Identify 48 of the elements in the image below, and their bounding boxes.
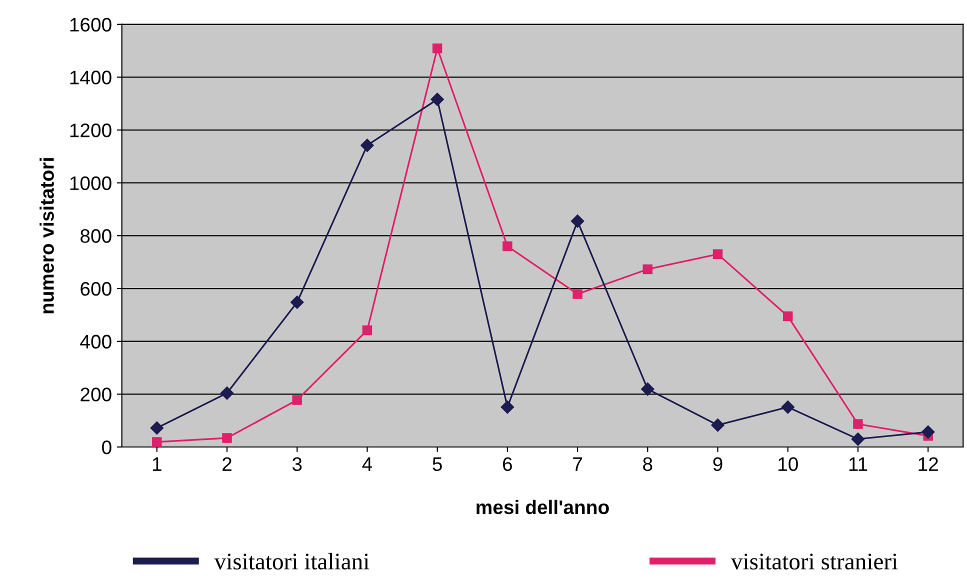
y-tick-label: 1200 <box>70 123 112 138</box>
point <box>500 400 514 414</box>
point <box>360 138 374 152</box>
point <box>570 214 584 228</box>
y-tick-label: 1000 <box>70 176 112 190</box>
point <box>641 382 654 396</box>
point <box>711 418 724 432</box>
x-tick-label: 2 <box>222 457 232 471</box>
point <box>222 433 232 443</box>
point <box>220 386 234 400</box>
point <box>290 296 304 309</box>
point <box>781 400 794 414</box>
point <box>432 44 442 54</box>
y-tick-label: 200 <box>80 388 112 402</box>
x-axis-title: mesi dell'anno <box>476 500 609 514</box>
x-tick-label: 12 <box>918 457 938 471</box>
y-tick-label: 800 <box>80 229 112 243</box>
x-tick-label: 8 <box>643 457 652 472</box>
point <box>851 432 865 446</box>
legend-label: visitatori italiani <box>214 552 370 570</box>
x-tick-label: 5 <box>432 457 442 472</box>
y-tick-label: 600 <box>80 282 112 296</box>
x-tick-label: 11 <box>849 457 868 471</box>
point <box>152 437 162 447</box>
point <box>853 419 863 429</box>
legend-label: visitatori stranieri <box>730 554 898 570</box>
point <box>430 92 444 106</box>
point <box>150 421 164 435</box>
point <box>292 395 302 405</box>
x-tick-label: 6 <box>503 457 512 472</box>
x-tick-label: 7 <box>573 457 582 471</box>
x-tick-label: 3 <box>292 457 302 472</box>
point <box>642 264 653 274</box>
point <box>712 249 723 260</box>
x-tick-label: 9 <box>713 457 722 472</box>
y-tick-label: 0 <box>102 440 112 454</box>
point <box>502 241 512 252</box>
point <box>572 289 582 299</box>
y-tick-label: 1600 <box>70 18 112 32</box>
x-tick-label: 1 <box>152 457 162 471</box>
x-tick-label: 4 <box>362 457 372 471</box>
y-axis-title: numero visitatori <box>40 158 54 314</box>
point <box>783 311 793 322</box>
x-tick-label: 10 <box>778 457 798 472</box>
point <box>362 325 372 336</box>
y-tick-label: 400 <box>80 334 112 349</box>
point <box>921 425 935 439</box>
y-tick-label: 1400 <box>70 70 112 84</box>
